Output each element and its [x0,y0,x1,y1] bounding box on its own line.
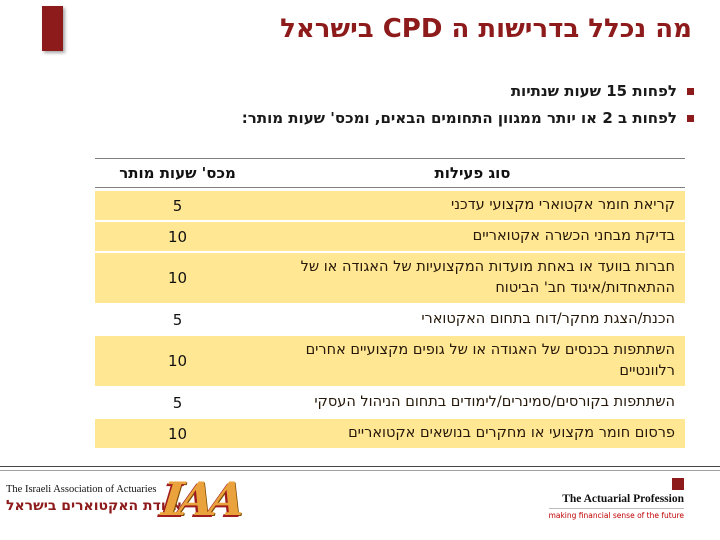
column-header-activity: סוג פעילות [434,164,511,182]
bullet-square-icon [687,114,694,122]
footer-divider [0,466,720,471]
table-header-row: סוג פעילות מכס' שעות מותר [95,158,685,188]
activity-cell: הכנת/הצגת מחקר/דוח בתחום האקטוארי [421,311,675,328]
column-header-max-hours: מכס' שעות מותר [119,164,236,182]
actuarial-profession-mark-icon [672,478,684,490]
hours-cell: 5 [172,196,183,215]
activity-cell: השתתפות בכנסים של האגודה או של גופים מקצ… [305,342,675,380]
hours-cell: 10 [167,424,188,443]
org-name-hebrew: אגודת האקטוארים בישראל [6,498,183,514]
table-row: פרסום חומר מקצועי או מחקרים בנושאים אקטו… [95,419,685,449]
hours-cell: 10 [167,269,188,288]
table-row: חברות בוועד או באחת מועדות המקצועיות של … [95,253,685,304]
table-row: השתתפות בכנסים של האגודה או של גופים מקצ… [95,336,685,387]
table-row: השתתפות בקורסים/סמינרים/לימודים בתחום הנ… [95,388,685,417]
iaa-logo: IAA [159,472,243,526]
actuarial-profession-name: The Actuarial Profession [562,493,684,505]
israeli-association-logo: The Israeli Association of Actuaries אגו… [6,484,182,514]
table-row: בדיקת מבחני הכשרה אקטואריים 10 [95,222,685,252]
hours-cell: 10 [167,227,188,246]
activity-cell: השתתפות בקורסים/סמינרים/לימודים בתחום הנ… [314,394,675,411]
activity-cell: חברות בוועד או באחת מועדות המקצועיות של … [300,259,675,297]
table-row: הכנת/הצגת מחקר/דוח בתחום האקטוארי 5 [95,305,685,334]
slide-title: מה נכלל בדרישות ה CPD בישראל [280,14,692,44]
actuarial-profession-tagline: making financial sense of the future [548,508,684,520]
org-name-english: The Israeli Association of Actuaries [6,484,157,495]
hours-cell: 5 [172,393,183,412]
hours-cell: 10 [167,352,188,371]
actuarial-profession-logo: The Actuarial Profession making financia… [534,478,684,520]
table-row: קריאת חומר אקטוארי מקצועי עדכני 5 [95,191,685,221]
bullet-item: לפחות 15 שעות שנתיות [40,82,694,100]
activity-cell: בדיקת מבחני הכשרה אקטואריים [472,228,675,245]
bullet-item: לפחות ב 2 או יותר ממגוון התחומים הבאים, … [40,109,694,127]
hours-cell: 5 [172,310,183,329]
bullet-text: לפחות 15 שעות שנתיות [510,82,677,100]
bullet-list: לפחות 15 שעות שנתיות לפחות ב 2 או יותר מ… [40,82,694,136]
cpd-activities-table: סוג פעילות מכס' שעות מותר קריאת חומר אקט… [95,158,685,450]
title-accent-bar [42,6,63,51]
bullet-text: לפחות ב 2 או יותר ממגוון התחומים הבאים, … [241,109,677,127]
activity-cell: פרסום חומר מקצועי או מחקרים בנושאים אקטו… [348,425,675,442]
bullet-square-icon [687,87,694,95]
footer: The Israeli Association of Actuaries אגו… [0,472,720,540]
activity-cell: קריאת חומר אקטוארי מקצועי עדכני [451,197,675,213]
